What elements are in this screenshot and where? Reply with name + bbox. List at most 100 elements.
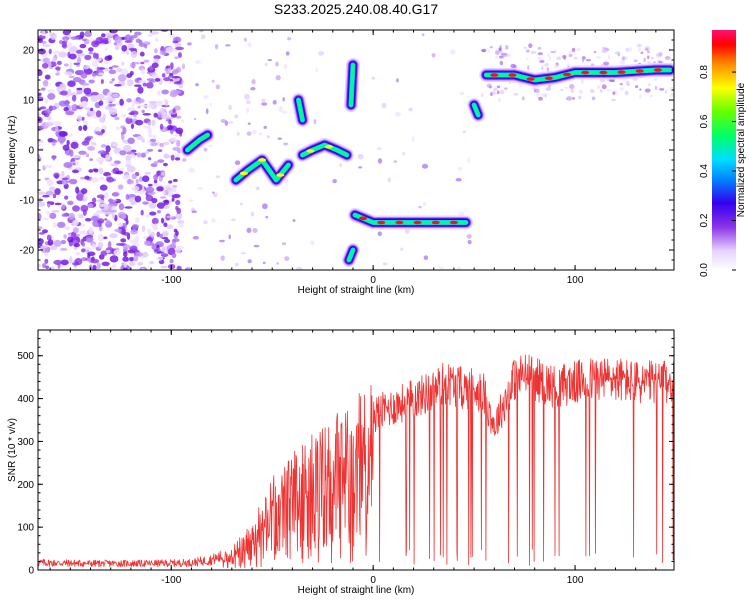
noise-speckle <box>275 74 281 81</box>
noise-speckle <box>63 234 67 239</box>
noise-speckle <box>172 186 177 193</box>
noise-speckle <box>109 233 118 239</box>
noise-speckle <box>547 53 550 58</box>
noise-speckle <box>292 219 296 222</box>
noise-speckle <box>155 101 164 107</box>
noise-speckle <box>147 121 152 126</box>
noise-speckle <box>55 66 61 71</box>
noise-speckle <box>250 211 255 217</box>
noise-speckle <box>143 125 152 129</box>
noise-speckle <box>264 63 268 66</box>
noise-speckle <box>111 78 115 82</box>
noise-speckle <box>371 76 376 80</box>
noise-speckle <box>72 219 79 226</box>
noise-speckle <box>573 56 578 60</box>
noise-speckle <box>215 175 220 179</box>
y-tick-label: -20 <box>20 246 35 257</box>
noise-speckle <box>82 120 89 127</box>
noise-speckle <box>128 112 136 116</box>
noise-speckle <box>211 191 215 194</box>
noise-speckle <box>142 252 149 258</box>
noise-speckle <box>169 33 176 38</box>
noise-speckle <box>604 62 610 66</box>
noise-speckle <box>90 95 98 102</box>
noise-speckle <box>133 84 142 88</box>
noise-speckle <box>659 88 665 91</box>
noise-speckle <box>122 174 131 181</box>
noise-speckle <box>508 81 512 84</box>
noise-speckle <box>449 49 456 55</box>
noise-speckle <box>147 127 152 135</box>
noise-speckle <box>38 92 42 97</box>
noise-speckle <box>596 86 601 90</box>
noise-speckle <box>247 259 252 264</box>
noise-speckle <box>144 43 148 49</box>
noise-speckle <box>99 203 106 207</box>
noise-speckle <box>205 108 209 115</box>
noise-speckle <box>141 138 146 143</box>
noise-speckle <box>382 262 388 266</box>
noise-speckle <box>142 175 150 183</box>
noise-speckle <box>153 160 159 165</box>
noise-speckle <box>265 215 269 219</box>
noise-speckle <box>246 100 251 104</box>
noise-speckle <box>78 125 83 131</box>
noise-speckle <box>210 218 216 223</box>
noise-speckle <box>68 212 75 220</box>
noise-speckle <box>149 211 157 216</box>
noise-speckle <box>548 56 552 61</box>
noise-speckle <box>148 104 154 109</box>
noise-speckle <box>97 234 104 242</box>
noise-speckle <box>175 212 183 220</box>
noise-speckle <box>161 73 166 78</box>
noise-speckle <box>41 30 46 37</box>
colorbar-tick-label: 0.8 <box>699 65 710 79</box>
noise-speckle <box>66 139 70 146</box>
noise-speckle <box>377 147 382 150</box>
noise-speckle <box>104 55 112 61</box>
noise-speckle <box>102 236 108 240</box>
noise-speckle <box>467 158 470 163</box>
noise-speckle <box>141 267 145 270</box>
noise-speckle <box>56 86 61 93</box>
noise-speckle <box>111 211 116 219</box>
noise-speckle <box>537 56 542 62</box>
noise-speckle <box>128 256 135 262</box>
noise-speckle <box>481 49 486 53</box>
noise-speckle <box>67 236 74 243</box>
noise-speckle <box>251 129 257 135</box>
noise-speckle <box>525 49 530 53</box>
noise-speckle <box>148 100 157 104</box>
noise-speckle <box>101 33 106 38</box>
noise-speckle <box>124 206 133 209</box>
noise-speckle <box>70 231 77 239</box>
noise-speckle <box>544 62 549 67</box>
noise-speckle <box>96 262 101 270</box>
noise-speckle <box>250 87 256 91</box>
noise-speckle <box>70 92 79 97</box>
noise-speckle <box>153 174 159 181</box>
noise-speckle <box>79 31 85 38</box>
noise-speckle <box>88 109 96 117</box>
noise-speckle <box>644 88 651 93</box>
noise-speckle <box>535 89 540 94</box>
noise-speckle <box>151 73 159 79</box>
noise-speckle <box>38 48 46 55</box>
y-tick-label: 10 <box>23 96 35 107</box>
noise-speckle <box>653 77 658 81</box>
noise-speckle <box>62 30 71 36</box>
noise-speckle <box>208 144 213 148</box>
y-tick-label: -10 <box>20 196 35 207</box>
noise-speckle <box>160 171 166 176</box>
noise-speckle <box>120 238 127 243</box>
noise-speckle <box>149 138 157 143</box>
noise-speckle <box>112 93 119 98</box>
noise-speckle <box>172 108 176 113</box>
noise-speckle <box>231 218 236 222</box>
noise-speckle <box>131 224 139 230</box>
noise-speckle <box>53 259 62 265</box>
noise-speckle <box>527 65 530 70</box>
noise-speckle <box>126 73 133 78</box>
noise-speckle <box>161 89 169 95</box>
noise-speckle <box>67 200 74 206</box>
